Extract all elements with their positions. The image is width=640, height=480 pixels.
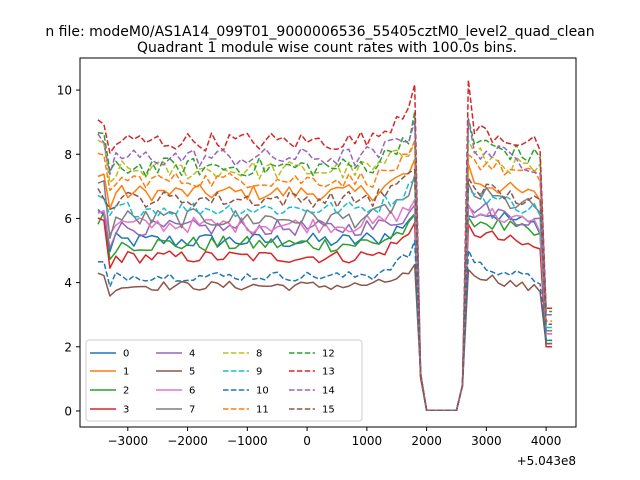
y-axis: 0 2 4 6 8 10 <box>57 84 80 418</box>
x-tick-label: −3000 <box>108 434 149 448</box>
series-line-5 <box>97 263 553 412</box>
y-tick-label: 8 <box>64 148 72 162</box>
series-line-13 <box>97 79 553 412</box>
legend-frame <box>85 339 363 422</box>
legend-label-11: 11 <box>256 405 269 416</box>
x-tick-label: 0 <box>303 434 311 448</box>
y-tick-label: 4 <box>64 276 72 290</box>
x-tick-label: 4000 <box>531 434 562 448</box>
series-line-1 <box>97 158 553 412</box>
legend-label-3: 3 <box>123 405 129 416</box>
series-line-7 <box>97 174 553 412</box>
figure-suptitle: n file: modeM0/AS1A14_099T01_9000006536_… <box>45 24 594 40</box>
x-tick-label: −2000 <box>167 434 208 448</box>
series-line-3 <box>97 217 553 412</box>
legend-label-2: 2 <box>123 386 129 397</box>
legend-label-7: 7 <box>189 405 195 416</box>
y-tick-label: 6 <box>64 212 72 226</box>
series-line-15 <box>97 168 553 412</box>
x-tick-label: 1000 <box>352 434 383 448</box>
legend-label-14: 14 <box>322 386 335 397</box>
series-lines <box>97 79 553 412</box>
legend-label-1: 1 <box>123 367 129 378</box>
legend-label-5: 5 <box>189 367 195 378</box>
legend-label-12: 12 <box>322 349 335 360</box>
series-line-2 <box>97 211 553 412</box>
x-tick-label: 2000 <box>411 434 442 448</box>
x-axis: −3000 −2000 −1000 0 1000 2000 3000 4000 <box>108 427 562 448</box>
x-axis-offset-label: +5.043e8 <box>517 454 576 468</box>
legend-label-4: 4 <box>189 349 195 360</box>
series-line-11 <box>97 140 553 412</box>
chart-title: Quadrant 1 module wise count rates with … <box>137 40 517 56</box>
legend-label-6: 6 <box>189 386 195 397</box>
y-tick-label: 2 <box>64 340 72 354</box>
x-tick-label: 3000 <box>471 434 502 448</box>
series-line-8 <box>97 139 553 412</box>
y-tick-label: 0 <box>64 404 72 418</box>
legend-label-8: 8 <box>256 349 262 360</box>
y-tick-label: 10 <box>57 84 72 98</box>
legend-label-13: 13 <box>322 367 335 378</box>
axes-frame <box>79 57 577 428</box>
series-line-9 <box>97 179 553 412</box>
legend-label-9: 9 <box>256 367 262 378</box>
legend-label-10: 10 <box>256 386 269 397</box>
legend-label-15: 15 <box>322 405 335 416</box>
x-tick-label: −1000 <box>227 434 268 448</box>
series-line-14 <box>97 118 553 412</box>
series-line-10 <box>97 239 553 412</box>
series-line-6 <box>97 198 553 412</box>
legend-label-0: 0 <box>123 349 129 360</box>
